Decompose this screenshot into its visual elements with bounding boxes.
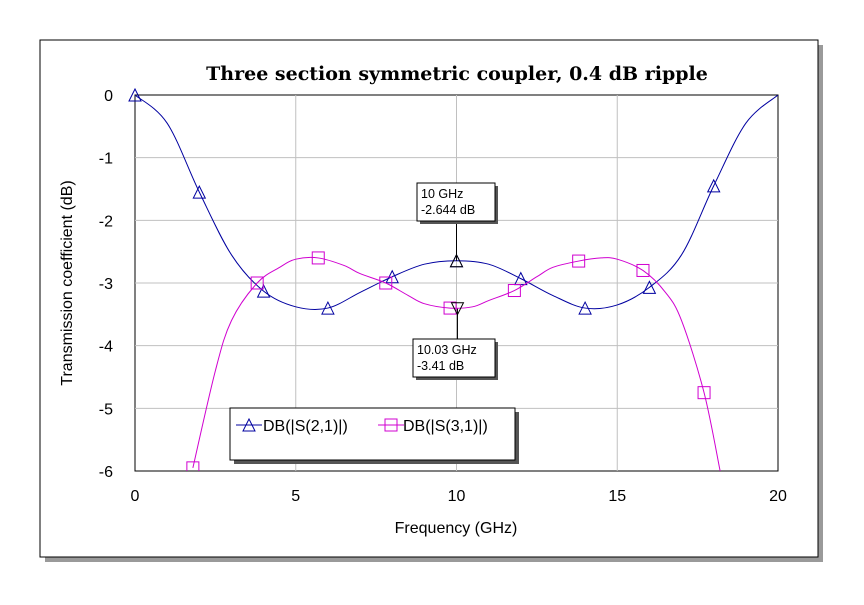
y-tick-label: -1 (99, 151, 113, 168)
x-tick-label: 0 (131, 488, 140, 505)
y-axis-label: Transmission coefficient (dB) (59, 180, 76, 385)
marker-freq-text: 10.03 GHz (417, 343, 477, 357)
legend-box (229, 407, 516, 461)
legend-label: DB(|S(3,1)|) (403, 418, 488, 435)
legend-label: DB(|S(2,1)|) (263, 418, 348, 435)
marker-annotations: 10 GHz -2.644 dB 10.03 GHz -3.41 dB (412, 182, 498, 380)
data-point (186, 461, 200, 471)
x-axis-label: Frequency (GHz) (395, 520, 518, 537)
marker-point (450, 302, 465, 316)
y-tick-label: -3 (99, 276, 113, 293)
legend-item: DB(|S(2,1)|) (236, 417, 348, 435)
data-point (311, 251, 325, 265)
marker-value-text: -3.41 dB (417, 359, 464, 373)
marker-annotation: 10.03 GHz -3.41 dB (412, 302, 498, 380)
legend-swatch-marker (242, 417, 256, 432)
data-point (192, 185, 207, 199)
legend-items: DB(|S(2,1)|) DB(|S(3,1)|) (236, 417, 488, 435)
x-tick-label: 20 (769, 488, 787, 505)
data-point (321, 300, 335, 315)
x-tick-label: 5 (291, 488, 300, 505)
data-point (443, 301, 457, 315)
legend-swatch-marker (384, 418, 398, 432)
y-tick-label: 0 (104, 88, 113, 105)
y-tick-label: -5 (99, 401, 113, 418)
legend: DB(|S(2,1)|) DB(|S(3,1)|) (229, 407, 519, 464)
y-tick-label: -6 (99, 464, 113, 481)
x-tick-label: 15 (608, 488, 626, 505)
y-tick-labels: 0 -1 -2 -3 -4 -5 -6 (99, 88, 113, 481)
marker-box (416, 182, 496, 222)
marker-freq-text: 10 GHz (421, 187, 463, 201)
data-point (250, 276, 264, 290)
marker-box (412, 338, 496, 378)
y-tick-label: -4 (99, 339, 113, 356)
x-tick-label: 10 (448, 488, 466, 505)
data-point (128, 87, 142, 102)
series-line (135, 95, 778, 310)
data-point (636, 263, 650, 277)
marker-annotation: 10 GHz -2.644 dB (416, 182, 498, 268)
series-layer (128, 87, 778, 471)
data-point (572, 254, 586, 268)
chart-title: Three section symmetric coupler, 0.4 dB … (206, 63, 708, 85)
x-tick-labels: 0 5 10 15 20 (131, 488, 787, 505)
marker-point (449, 253, 464, 268)
data-point (642, 280, 657, 294)
data-point (578, 300, 592, 315)
legend-item: DB(|S(3,1)|) (378, 418, 488, 435)
data-point (379, 276, 393, 290)
series-s31 (186, 251, 721, 471)
data-point (706, 178, 721, 193)
y-tick-label: -2 (99, 213, 113, 230)
data-point (507, 284, 521, 298)
marker-value-text: -2.644 dB (421, 203, 475, 217)
data-point (256, 284, 271, 298)
data-point (697, 386, 711, 400)
series-line (192, 256, 721, 471)
